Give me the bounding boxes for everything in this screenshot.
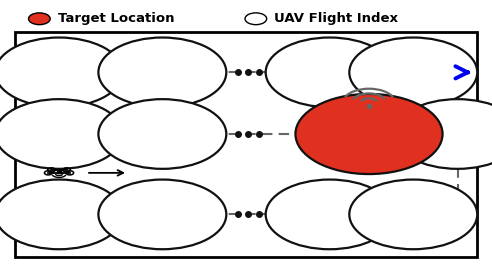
Circle shape	[0, 180, 123, 249]
Circle shape	[349, 38, 477, 107]
Circle shape	[296, 94, 443, 174]
Circle shape	[0, 99, 123, 169]
Circle shape	[98, 38, 226, 107]
Text: UAV Flight Index: UAV Flight Index	[274, 12, 398, 25]
Bar	[15, 32, 477, 257]
Circle shape	[349, 180, 477, 249]
Circle shape	[394, 99, 492, 169]
Circle shape	[29, 13, 50, 25]
Circle shape	[266, 38, 394, 107]
Text: Target Location: Target Location	[58, 12, 174, 25]
Circle shape	[98, 180, 226, 249]
Circle shape	[98, 99, 226, 169]
Circle shape	[266, 180, 394, 249]
Circle shape	[0, 38, 123, 107]
Circle shape	[245, 13, 267, 25]
